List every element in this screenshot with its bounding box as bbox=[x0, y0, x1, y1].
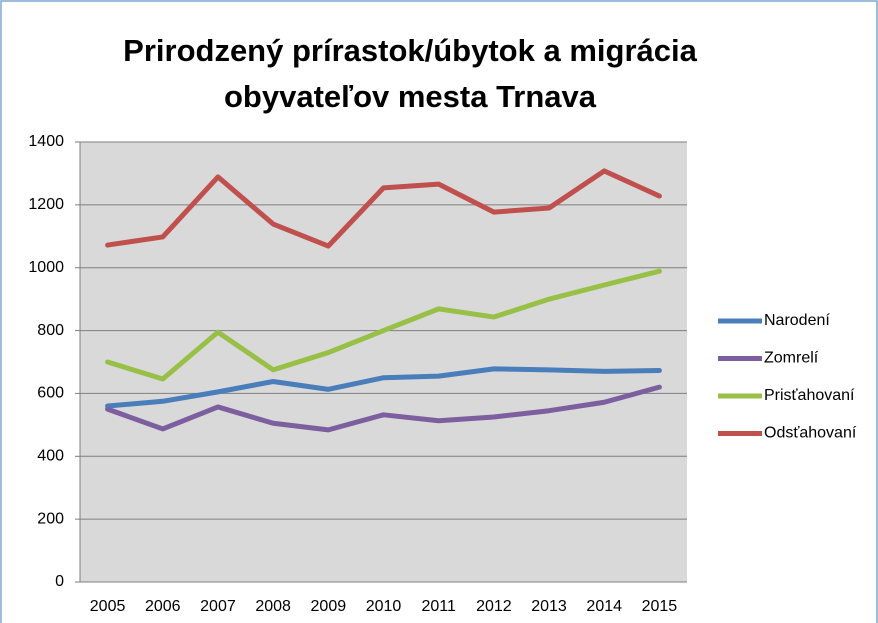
x-tick-label: 2005 bbox=[90, 598, 126, 615]
x-tick-label: 2014 bbox=[586, 598, 622, 615]
series-line bbox=[105, 168, 662, 249]
x-tick-label: 2009 bbox=[311, 598, 347, 615]
x-tick-label: 2011 bbox=[421, 598, 456, 615]
x-tick-label: 2010 bbox=[366, 598, 402, 615]
legend-label: Odsťahovaní bbox=[764, 425, 857, 442]
plot-area bbox=[80, 142, 687, 582]
x-tick-label: 2007 bbox=[200, 598, 236, 615]
series-line bbox=[105, 384, 662, 433]
legend-label: Narodení bbox=[764, 312, 830, 329]
legend-label: Zomrelí bbox=[764, 350, 819, 367]
chart-title: Prirodzený prírastok/úbytok a migrácia o… bbox=[123, 33, 697, 114]
x-tick-label: 2008 bbox=[255, 598, 291, 615]
x-tick-label: 2015 bbox=[642, 598, 678, 615]
y-tick-label: 0 bbox=[55, 573, 64, 590]
y-tick-label: 600 bbox=[37, 385, 64, 402]
y-tick-label: 400 bbox=[37, 448, 64, 465]
legend-label: Prisťahovaní bbox=[764, 387, 855, 404]
x-tick-label: 2012 bbox=[476, 598, 512, 615]
y-tick-label: 1400 bbox=[28, 133, 64, 150]
x-tick-label: 2013 bbox=[531, 598, 567, 615]
y-tick-label: 200 bbox=[37, 510, 64, 527]
series-line bbox=[105, 268, 662, 382]
y-tick-label: 1000 bbox=[28, 259, 64, 276]
x-tick-label: 2006 bbox=[145, 598, 181, 615]
y-tick-label: 800 bbox=[37, 322, 64, 339]
series-line bbox=[105, 366, 662, 409]
y-tick-label: 1200 bbox=[28, 196, 64, 213]
